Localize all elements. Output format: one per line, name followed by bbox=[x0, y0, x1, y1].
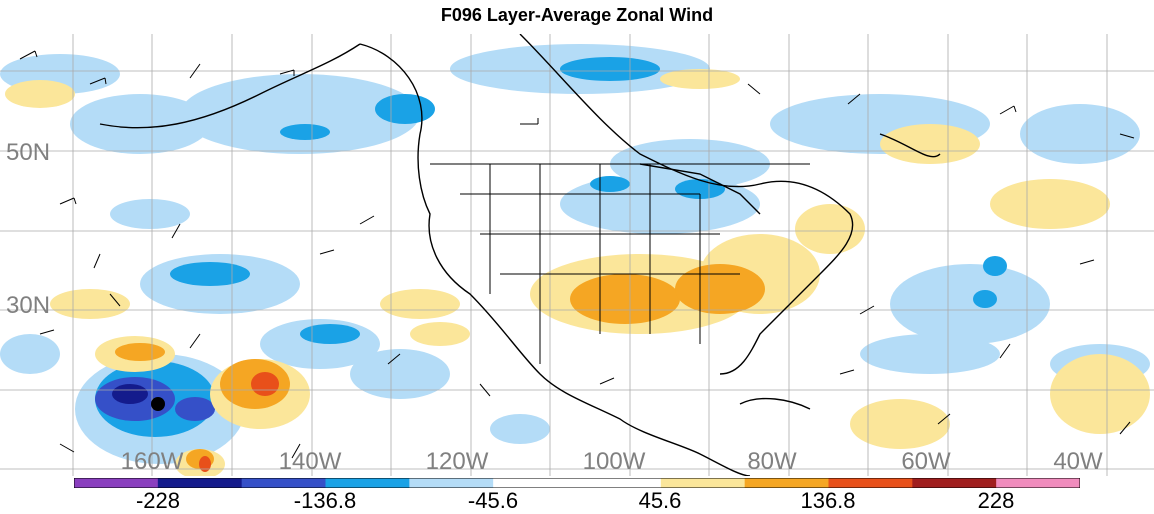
colorbar-segment bbox=[660, 478, 746, 488]
colorbar-segment bbox=[577, 478, 662, 488]
lat-label-50n: 50N bbox=[6, 139, 51, 166]
lon-label-100w: 100W bbox=[582, 448, 646, 475]
colorbar-segment bbox=[157, 478, 243, 488]
colorbar-label-neg228: -228 bbox=[135, 488, 181, 513]
state-borders bbox=[430, 163, 810, 364]
colorbar-segment bbox=[828, 478, 913, 488]
colorbar-segment bbox=[241, 478, 326, 488]
lon-label-40w: 40W bbox=[1053, 448, 1103, 475]
color-bar bbox=[74, 478, 1080, 488]
colorbar-label-neg45: -45.6 bbox=[467, 488, 519, 513]
lat-label-30n: 30N bbox=[6, 292, 51, 319]
lat-lon-grid bbox=[0, 34, 1154, 476]
coastlines bbox=[99, 34, 941, 476]
colorbar-label-pos45: 45.6 bbox=[638, 488, 682, 513]
colorbar-segment bbox=[325, 478, 410, 488]
map-title: F096 Layer-Average Zonal Wind bbox=[440, 5, 714, 25]
lon-label-120w: 120W bbox=[425, 448, 489, 475]
lon-label-80w: 80W bbox=[747, 448, 797, 475]
colorbar-segment bbox=[912, 478, 997, 488]
colorbar-label-neg136: -136.8 bbox=[293, 488, 357, 513]
colorbar-label-pos228: 228 bbox=[977, 488, 1015, 513]
wind-barbs bbox=[19, 50, 1135, 459]
colorbar-segment bbox=[493, 478, 578, 488]
colorbar-label-pos136: 136.8 bbox=[800, 488, 856, 513]
colorbar-segment bbox=[744, 478, 829, 488]
lon-label-60w: 60W bbox=[901, 448, 951, 475]
wind-map bbox=[0, 34, 1154, 476]
location-marker bbox=[151, 397, 165, 411]
colorbar-segment bbox=[409, 478, 494, 488]
lon-label-140w: 140W bbox=[278, 448, 342, 475]
lon-label-160w: 160W bbox=[120, 448, 184, 475]
colorbar-segment bbox=[74, 478, 159, 488]
colorbar-segment bbox=[996, 478, 1080, 488]
wind-shading bbox=[0, 44, 1150, 476]
